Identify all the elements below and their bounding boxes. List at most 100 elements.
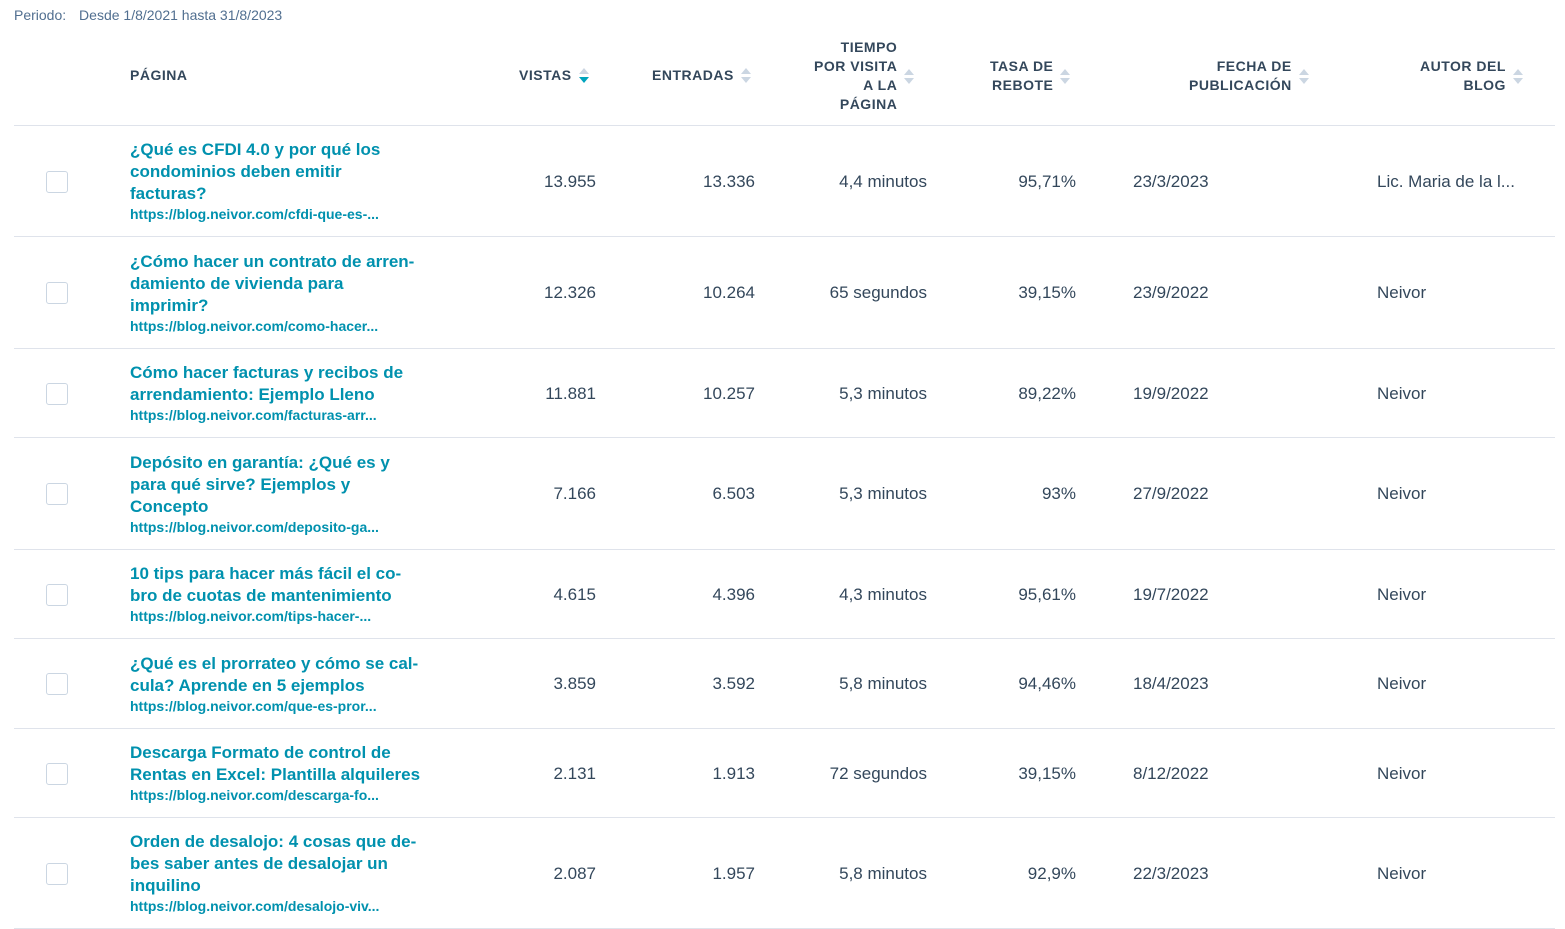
table-row: 10 tips para hacer más fácil el co-bro d…: [14, 550, 1555, 639]
page-cell: ¿Cómo hacer un contrato de arren-damient…: [130, 251, 460, 336]
column-header-time-per-visit[interactable]: TIEMPO POR VISITA A LA PÁGINA: [814, 38, 915, 114]
row-select-checkbox[interactable]: [46, 282, 68, 304]
publish-date-value: 27/9/2022: [1133, 484, 1209, 503]
blog-author-value: Neivor: [1377, 484, 1427, 503]
page-cell: Depósito en garantía: ¿Qué es y para qué …: [130, 452, 460, 537]
reporting-period: Periodo: Desde 1/8/2021 hasta 31/8/2023: [14, 7, 282, 23]
page-title-link[interactable]: Cómo hacer facturas y recibos de arrendam…: [130, 362, 460, 406]
page-url-link[interactable]: https://blog.neivor.com/tips-hacer-...: [130, 608, 372, 624]
row-select-checkbox[interactable]: [46, 583, 68, 606]
column-header-time-line: A LA: [863, 77, 898, 93]
page-cell: ¿Qué es CFDI 4.0 y por qué los condominio…: [130, 139, 460, 224]
table-row: ¿Qué es el prorrateo y cómo se cal-cula?…: [14, 639, 1555, 729]
blog-author-value: Neivor: [1377, 584, 1427, 604]
page-title-line: Concepto: [130, 496, 209, 516]
page-title-line: Descarga Formato de control de: [130, 743, 391, 762]
column-header-date-line: FECHA DE: [1216, 58, 1292, 74]
entries-value: 10.264: [703, 283, 755, 302]
page-title-link[interactable]: ¿Qué es CFDI 4.0 y por qué los condominio…: [130, 139, 460, 205]
column-header-time-label: TIEMPO POR VISITA A LA PÁGINA: [814, 38, 897, 114]
page-title-link[interactable]: Orden de desalojo: 4 cosas que de-bes sa…: [130, 831, 460, 897]
column-header-entries[interactable]: ENTRADAS: [652, 66, 751, 85]
page-title-line: imprimir?: [130, 295, 209, 315]
column-header-bounce-line: TASA DE: [990, 58, 1054, 74]
page-title-line: Rentas en Excel: Plantilla alquileres: [130, 765, 421, 784]
column-header-bounce-label: TASA DE REBOTE: [990, 57, 1053, 95]
page-title-link[interactable]: 10 tips para hacer más fácil el co-bro d…: [130, 563, 460, 607]
page-url-link[interactable]: https://blog.neivor.com/desalojo-viv...: [130, 898, 380, 914]
page-title-line: Orden de desalojo: 4 cosas que de-: [130, 832, 417, 851]
publish-date-value: 18/4/2023: [1133, 674, 1209, 693]
sort-icon[interactable]: [904, 68, 915, 84]
page-title-line: bro de cuotas de mantenimiento: [130, 586, 392, 605]
bounce-rate-value: 92,9%: [1027, 863, 1076, 883]
sort-ascending-icon: [1298, 68, 1309, 75]
column-header-author-line: BLOG: [1463, 77, 1506, 93]
sort-descending-icon: [1512, 77, 1523, 84]
publish-date-value: 8/12/2022: [1133, 763, 1209, 783]
views-value: 7.166: [553, 484, 596, 503]
column-header-time-line: TIEMPO: [840, 39, 898, 55]
views-value: 2.131: [553, 763, 596, 783]
row-select-checkbox[interactable]: [46, 862, 68, 885]
time-per-visit-value: 5,3 minutos: [839, 484, 927, 503]
page-title-line: arrendamiento: Ejemplo Lleno: [130, 385, 375, 404]
entries-value: 4.396: [712, 584, 755, 604]
row-select-checkbox[interactable]: [46, 170, 68, 193]
column-header-bounce-rate[interactable]: TASA DE REBOTE: [990, 57, 1071, 95]
page-cell: ¿Qué es el prorrateo y cómo se cal-cula?…: [130, 653, 460, 716]
page-title-line: ¿Cómo hacer un contrato de arren-: [130, 251, 415, 271]
column-header-time-line: POR VISITA: [814, 58, 898, 74]
column-header-views[interactable]: VISTAS: [519, 66, 589, 85]
row-select-checkbox[interactable]: [46, 673, 68, 695]
entries-value: 13.336: [703, 171, 755, 191]
sort-icon[interactable]: [740, 68, 751, 83]
page-cell: Descarga Formato de control de Rentas en …: [130, 742, 460, 805]
page-title-line: ¿Qué es CFDI 4.0 y por qué los: [130, 140, 381, 159]
blog-author-value: Neivor: [1377, 863, 1427, 883]
time-per-visit-value: 5,8 minutos: [839, 863, 927, 883]
bounce-rate-value: 94,46%: [1018, 674, 1076, 693]
page-url-link[interactable]: https://blog.neivor.com/que-es-pror...: [130, 697, 377, 714]
page-title-link[interactable]: Descarga Formato de control de Rentas en …: [130, 742, 460, 786]
column-header-time-line: PÁGINA: [839, 96, 898, 112]
sort-ascending-icon: [904, 68, 915, 75]
page-url-link[interactable]: https://blog.neivor.com/cfdi-que-es-...: [130, 206, 379, 222]
column-header-blog-author[interactable]: AUTOR DEL BLOG: [1420, 57, 1523, 95]
column-header-page-label: PÁGINA: [130, 67, 188, 83]
time-per-visit-value: 4,3 minutos: [839, 584, 927, 604]
page-title-link[interactable]: Depósito en garantía: ¿Qué es y para qué …: [130, 452, 460, 518]
sort-icon[interactable]: [1512, 68, 1523, 84]
views-value: 4.615: [553, 584, 596, 604]
time-per-visit-value: 5,3 minutos: [839, 383, 927, 403]
sort-icon[interactable]: [1060, 68, 1071, 84]
column-header-date-label: FECHA DE PUBLICACIÓN: [1189, 57, 1292, 95]
page-title-link[interactable]: ¿Cómo hacer un contrato de arren-damient…: [130, 251, 460, 317]
sort-icon[interactable]: [578, 68, 589, 83]
page-title-line: para qué sirve? Ejemplos y: [130, 474, 351, 494]
bounce-rate-value: 89,22%: [1018, 383, 1076, 403]
bounce-rate-value: 95,61%: [1018, 584, 1076, 604]
page-title-link[interactable]: ¿Qué es el prorrateo y cómo se cal-cula?…: [130, 653, 460, 697]
bounce-rate-value: 93%: [1041, 484, 1076, 503]
page-url-link[interactable]: https://blog.neivor.com/facturas-arr...: [130, 407, 377, 423]
table-header: PÁGINA VISTAS ENTRADAS TIEMPO POR VISITA…: [0, 0, 1565, 126]
views-value: 13.955: [544, 171, 596, 191]
page-cell: Cómo hacer facturas y recibos de arrendam…: [130, 362, 460, 425]
sort-icon[interactable]: [1298, 68, 1309, 84]
page-url-link[interactable]: https://blog.neivor.com/como-hacer...: [130, 317, 379, 334]
sort-descending-icon: [740, 77, 751, 83]
page-title-line: 10 tips para hacer más fácil el co-: [130, 564, 402, 583]
table-row: Orden de desalojo: 4 cosas que de-bes sa…: [14, 818, 1555, 929]
page-title-line: condominios deben emitir: [130, 162, 342, 181]
page-url-link[interactable]: https://blog.neivor.com/descarga-fo...: [130, 787, 379, 803]
column-header-publish-date[interactable]: FECHA DE PUBLICACIÓN: [1189, 57, 1309, 95]
row-select-checkbox[interactable]: [46, 762, 68, 785]
entries-value: 1.957: [712, 863, 755, 883]
column-header-author-line: AUTOR DEL: [1420, 58, 1506, 74]
publish-date-value: 23/9/2022: [1133, 283, 1209, 302]
page-url-link[interactable]: https://blog.neivor.com/deposito-ga...: [130, 518, 379, 535]
blog-author-value: Lic. Maria de la l...: [1377, 171, 1515, 191]
row-select-checkbox[interactable]: [46, 483, 68, 505]
row-select-checkbox[interactable]: [46, 382, 68, 405]
